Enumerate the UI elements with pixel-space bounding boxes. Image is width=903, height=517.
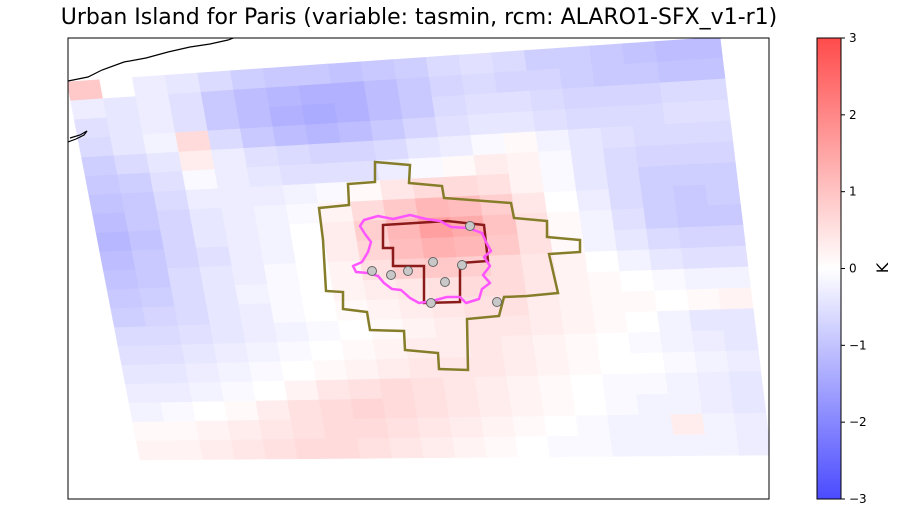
- station-marker: [367, 266, 377, 276]
- grid-cell: [736, 433, 769, 456]
- colorbar-ticks: 3 2 1 0 −1 −2 −3: [841, 31, 867, 506]
- temperature-grid: [68, 38, 769, 461]
- map-title: Urban Island for Paris (variable: tasmin…: [60, 5, 778, 30]
- coastline-fragment: [68, 130, 88, 143]
- station-marker: [440, 277, 450, 287]
- colorbar-label: K: [873, 262, 892, 273]
- coastline: [68, 38, 236, 82]
- station-markers: [367, 221, 502, 308]
- map-frame: [67, 37, 770, 500]
- station-marker: [492, 297, 502, 307]
- colorbar-tick-label: −3: [849, 492, 867, 506]
- station-marker: [428, 257, 438, 267]
- metropolitan-area-outline: [317, 160, 582, 372]
- colorbar-gradient: [816, 37, 842, 500]
- station-marker: [426, 298, 436, 308]
- station-marker: [403, 266, 413, 276]
- colorbar-tick-label: 2: [849, 108, 857, 122]
- station-marker: [465, 221, 475, 231]
- colorbar-tick-label: 0: [849, 262, 857, 276]
- colorbar-tick-label: 1: [849, 185, 857, 199]
- colorbar-tick-label: −1: [849, 338, 867, 352]
- station-marker: [457, 260, 467, 270]
- urban-core-outline: [381, 219, 490, 305]
- colorbar-tick-label: −2: [849, 415, 867, 429]
- city-boundary-outline: [351, 213, 493, 305]
- colorbar-tick-label: 3: [849, 31, 857, 45]
- station-marker: [386, 270, 396, 280]
